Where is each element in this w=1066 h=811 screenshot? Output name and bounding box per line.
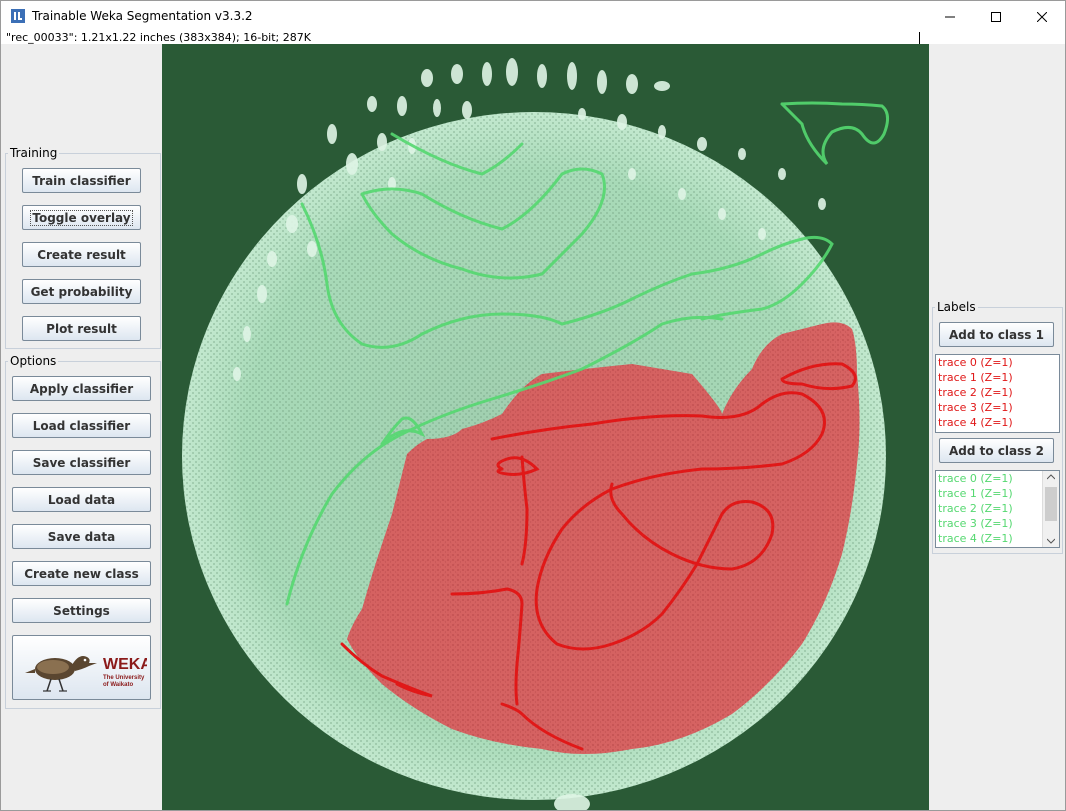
class-2-trace-item[interactable]: trace 2 (Z=1)	[938, 502, 1013, 515]
add-to-class-1-button[interactable]: Add to class 1	[939, 322, 1054, 347]
image-canvas[interactable]	[162, 44, 929, 810]
class2-trace-3	[285, 315, 724, 606]
class2-traces	[285, 101, 889, 606]
class-2-trace-item[interactable]: trace 3 (Z=1)	[938, 517, 1013, 530]
class1-trace-4	[340, 642, 433, 698]
plot-result-button[interactable]: Plot result	[22, 316, 141, 341]
class1-trace-3	[450, 587, 524, 706]
class2-trace-squiggle	[380, 416, 426, 446]
save-data-button[interactable]: Save data	[12, 524, 151, 549]
maximize-button[interactable]	[973, 1, 1019, 32]
class1-trace-small	[520, 455, 529, 566]
right-panel: Labels Add to class 1 trace 0 (Z=1) trac…	[929, 44, 1065, 810]
segmentation-image[interactable]	[162, 44, 929, 810]
image-info-bar: "rec_00033": 1.21x1.22 inches (383x384);…	[1, 32, 1065, 44]
minimize-button[interactable]	[927, 1, 973, 32]
scroll-up-icon[interactable]	[1047, 474, 1055, 480]
imagej-app-icon	[11, 9, 25, 23]
class-1-trace-item[interactable]: trace 2 (Z=1)	[938, 386, 1013, 399]
weka-logo-text: WEKA	[103, 656, 147, 673]
labels-group-title: Labels	[935, 300, 978, 314]
create-new-class-button[interactable]: Create new class	[12, 561, 151, 586]
class2-trace-4	[390, 132, 524, 176]
get-probability-button[interactable]: Get probability	[22, 279, 141, 304]
toggle-overlay-button[interactable]: Toggle overlay	[22, 205, 141, 230]
weka-logo-button[interactable]: WEKA The University of Waikato	[12, 635, 151, 700]
load-classifier-button[interactable]: Load classifier	[12, 413, 151, 438]
settings-button[interactable]: Settings	[12, 598, 151, 623]
class-1-trace-list[interactable]: trace 0 (Z=1) trace 1 (Z=1) trace 2 (Z=1…	[935, 354, 1060, 433]
create-result-button[interactable]: Create result	[22, 242, 141, 267]
class-2-list-scrollbar[interactable]	[1042, 471, 1059, 547]
class-2-trace-item[interactable]: trace 4 (Z=1)	[938, 532, 1013, 545]
class-2-trace-list[interactable]: trace 0 (Z=1) trace 1 (Z=1) trace 2 (Z=1…	[935, 470, 1060, 548]
training-group-title: Training	[8, 146, 60, 160]
text-cursor	[919, 32, 920, 44]
left-panel: Training Train classifier Toggle overlay…	[1, 44, 162, 810]
weka-logo-sub1: The University	[103, 675, 145, 681]
weka-bird-logo: WEKA The University of Waikato	[24, 655, 147, 692]
class1-trace-1	[496, 456, 540, 476]
class2-trace-1	[360, 167, 606, 280]
class1-texture	[347, 322, 860, 754]
labels-group: Labels Add to class 1 trace 0 (Z=1) trac…	[932, 300, 1063, 554]
close-icon	[1037, 11, 1047, 22]
bright-spots	[233, 58, 826, 810]
weka-logo-sub2: of Waikato	[103, 682, 133, 688]
minimize-icon	[945, 16, 955, 17]
class1-trace-lower	[500, 702, 584, 751]
class1-trace-0	[780, 362, 857, 391]
class1-traces	[340, 362, 857, 751]
window-title: Trainable Weka Segmentation v3.3.2	[32, 9, 253, 23]
class2-trace-2	[300, 202, 834, 349]
class-1-trace-item[interactable]: trace 4 (Z=1)	[938, 416, 1013, 429]
apply-classifier-button[interactable]: Apply classifier	[12, 376, 151, 401]
scroll-down-icon[interactable]	[1047, 538, 1055, 544]
save-classifier-button[interactable]: Save classifier	[12, 450, 151, 475]
class-2-trace-item[interactable]: trace 1 (Z=1)	[938, 487, 1013, 500]
class2-trace-0	[780, 101, 889, 166]
options-group-title: Options	[8, 354, 59, 368]
class-1-trace-item[interactable]: trace 1 (Z=1)	[938, 371, 1013, 384]
title-bar: Trainable Weka Segmentation v3.3.2	[1, 1, 1065, 32]
class-1-trace-item[interactable]: trace 0 (Z=1)	[938, 356, 1013, 369]
add-to-class-2-button[interactable]: Add to class 2	[939, 438, 1054, 463]
image-info-text: "rec_00033": 1.21x1.22 inches (383x384);…	[6, 31, 311, 44]
class-2-trace-item[interactable]: trace 0 (Z=1)	[938, 472, 1013, 485]
train-classifier-button[interactable]: Train classifier	[22, 168, 141, 193]
load-data-button[interactable]: Load data	[12, 487, 151, 512]
class1-trace-2	[490, 391, 826, 651]
scroll-thumb[interactable]	[1045, 487, 1057, 521]
close-button[interactable]	[1019, 1, 1065, 32]
options-group: Options Apply classifier Load classifier…	[5, 354, 161, 709]
class-1-trace-item[interactable]: trace 3 (Z=1)	[938, 401, 1013, 414]
training-group: Training Train classifier Toggle overlay…	[5, 146, 161, 349]
maximize-icon	[991, 11, 1001, 22]
